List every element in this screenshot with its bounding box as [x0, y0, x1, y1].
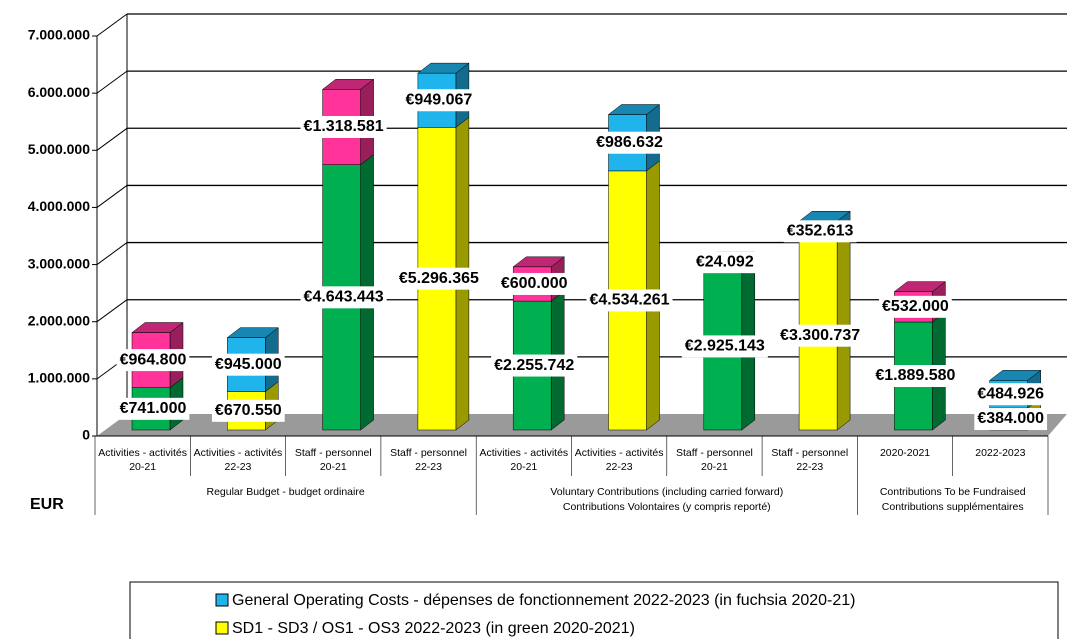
group-label: Contributions supplémentaires	[882, 501, 1024, 513]
value-label: €741.000	[120, 400, 187, 417]
value-label-box	[783, 220, 857, 243]
value-label-box	[116, 397, 190, 420]
bar-top	[607, 104, 661, 115]
value-label-box	[300, 115, 387, 138]
y-tick-label: 3.000.000	[28, 255, 90, 271]
value-label-box	[491, 354, 578, 377]
value-label: €4.534.261	[589, 292, 669, 309]
value-label: €5.296.365	[399, 270, 479, 287]
x-tick-label: 2022-2023	[975, 447, 1025, 459]
value-label-box	[586, 289, 673, 312]
group-label: Voluntary Contributions (including carri…	[550, 486, 783, 498]
x-tick-label: 22-23	[796, 461, 823, 473]
bar-top	[512, 256, 565, 268]
y-tick-label: 2.000.000	[28, 312, 90, 328]
value-label: €945.000	[215, 356, 282, 373]
x-tick-label: 2020-2021	[880, 447, 930, 459]
value-label-box	[879, 295, 952, 318]
value-label: €964.800	[120, 351, 187, 368]
group-label: Contributions To be Fundraised	[880, 486, 1026, 498]
value-label-box	[300, 286, 387, 309]
x-tick-label: Activities - activités	[575, 447, 664, 459]
legend-swatch	[215, 621, 229, 635]
legend-label: SD1 - SD3 / OS1 - OS3 2022-2023 (in gree…	[232, 620, 635, 637]
value-label: €600.000	[501, 275, 568, 292]
x-tick-label: 22-23	[415, 461, 442, 473]
grid-line-side	[96, 242, 128, 265]
value-label-box	[681, 335, 768, 358]
bar-top	[417, 62, 470, 74]
grid-line-side	[96, 70, 128, 94]
y-tick-label: 7.000.000	[28, 27, 90, 43]
bar-top	[321, 79, 375, 90]
value-label: €352.613	[787, 223, 854, 240]
grid-line-side	[96, 185, 128, 208]
value-label: €484.926	[977, 385, 1044, 402]
value-label: €4.643.443	[304, 289, 384, 306]
value-label-box	[692, 251, 757, 274]
value-label: €384.000	[977, 410, 1044, 427]
legend	[129, 581, 1059, 639]
value-label: €1.889.580	[875, 367, 955, 384]
value-label: €949.067	[406, 91, 473, 108]
grid-line-side	[96, 127, 128, 151]
x-tick-label: Staff - personnel	[771, 447, 848, 459]
bar-top	[893, 281, 947, 292]
value-label-box	[211, 353, 285, 376]
legend-swatch	[215, 593, 229, 607]
value-label: €2.255.742	[494, 357, 574, 374]
x-tick-label: Activities - activités	[98, 447, 187, 459]
x-tick-label: 22-23	[225, 461, 252, 473]
value-label-box	[593, 131, 666, 154]
value-label-box	[211, 399, 285, 422]
value-label-box	[395, 267, 482, 290]
y-tick-label: 6.000.000	[28, 84, 90, 100]
value-label: €3.300.737	[780, 327, 860, 344]
y-axis-label: EUR	[30, 496, 64, 513]
x-tick-label: Activities - activités	[194, 447, 283, 459]
y-tick-label: 1.000.000	[28, 370, 90, 386]
legend-label: General Operating Costs - dépenses de fo…	[232, 592, 856, 609]
value-label: €1.318.581	[304, 118, 384, 135]
bar-top	[226, 327, 280, 338]
value-label-box	[872, 365, 959, 388]
value-label-box	[974, 383, 1048, 406]
value-label-box	[974, 408, 1048, 431]
x-tick-label: 20-21	[510, 461, 537, 473]
x-tick-label: 20-21	[701, 461, 728, 473]
y-tick-label: 5.000.000	[28, 141, 90, 157]
value-label-box	[777, 324, 864, 347]
y-tick-label: 0	[82, 427, 90, 443]
group-label: Regular Budget - budget ordinaire	[207, 486, 365, 498]
value-label-box	[116, 349, 190, 372]
x-tick-label: 20-21	[320, 461, 347, 473]
grid-line-side	[96, 299, 128, 323]
x-tick-label: Staff - personnel	[676, 447, 753, 459]
value-label: €670.550	[215, 402, 282, 419]
x-tick-label: 22-23	[606, 461, 633, 473]
bar-top	[988, 370, 1042, 381]
y-tick-label: 4.000.000	[28, 198, 90, 214]
value-label-box	[497, 272, 571, 295]
x-tick-label: Staff - personnel	[390, 447, 467, 459]
value-label-box	[402, 89, 476, 112]
grid-line-side	[96, 13, 128, 37]
bar-top	[131, 322, 184, 333]
value-label: €986.632	[596, 134, 663, 151]
value-label: €24.092	[696, 253, 754, 270]
group-label: Contributions Volontaires (y compris rep…	[563, 501, 771, 513]
x-tick-label: Activities - activités	[480, 447, 569, 459]
value-label: €532.000	[882, 298, 949, 315]
x-tick-label: 20-21	[129, 461, 156, 473]
x-tick-label: Staff - personnel	[295, 447, 372, 459]
value-label: €2.925.143	[685, 338, 765, 355]
